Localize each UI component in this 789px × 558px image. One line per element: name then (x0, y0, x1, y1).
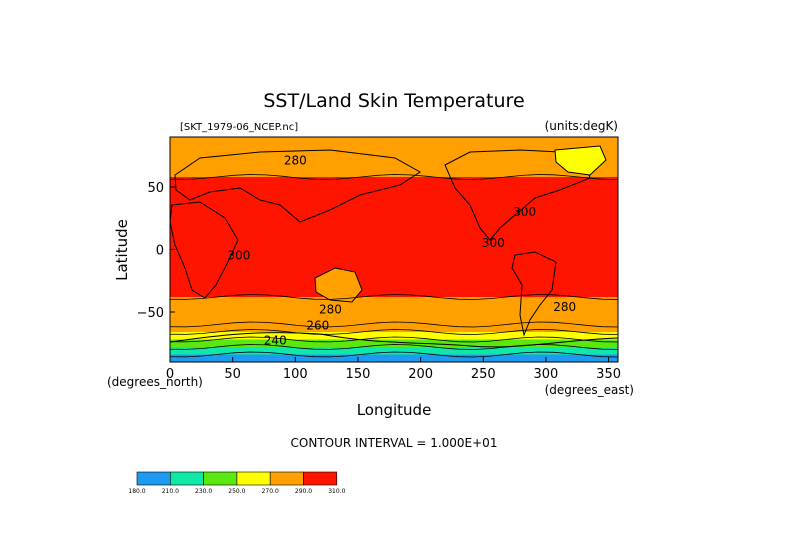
contour-label-layer: 280 300 300 300 280 280 260 240 (227, 154, 576, 348)
temperature-band (170, 177, 618, 297)
y-axis-ticks: −50 0 50 (137, 181, 175, 321)
colorbar-swatch (236, 471, 271, 486)
south-america-outline (511, 251, 557, 337)
contour-line (169, 351, 619, 358)
colorbar-swatch (203, 471, 238, 486)
contour-label: 260 (306, 319, 329, 333)
contour-label: 280 (553, 300, 576, 314)
x-tick-label: 150 (346, 367, 371, 382)
contour-line (169, 336, 619, 343)
australia-outline (314, 267, 363, 303)
north-america-outline (444, 149, 591, 241)
x-tick-label: 350 (596, 367, 621, 382)
x-tick-label: 200 (408, 367, 433, 382)
contour-interval-note: CONTOUR INTERVAL = 1.000E+01 (291, 436, 498, 450)
x-axis-unit-label: (degrees_east) (545, 383, 634, 397)
colorbar-label: 270.0 (262, 488, 279, 495)
colorbar-swatch (303, 471, 338, 486)
colorbar-swatch (136, 471, 171, 486)
chart-source-file: [SKT_1979-06_NCEP.nc] (180, 122, 298, 133)
contour-line-layer (169, 174, 619, 358)
temperature-band (170, 332, 618, 340)
plot-area: 280 300 300 300 280 280 260 240 (169, 136, 619, 363)
contour-label: 300 (227, 249, 250, 263)
contour-label: 280 (284, 154, 307, 168)
contour-line (169, 174, 619, 180)
africa-outline (169, 201, 239, 299)
colorbar-label: 180.0 (128, 488, 145, 495)
x-axis-label: Longitude (357, 401, 432, 419)
eurasia-outline (174, 149, 421, 223)
colorbar-swatch (269, 471, 304, 486)
y-axis-label: Latitude (113, 219, 131, 281)
colorbar: 180.0 210.0 230.0 250.0 270.0 290.0 310.0 (128, 471, 346, 495)
colorbar-label: 290.0 (295, 488, 312, 495)
x-tick-label: 0 (166, 367, 174, 382)
temperature-band (170, 347, 618, 355)
contour-line (169, 344, 619, 350)
temperature-band (170, 137, 618, 177)
land-outline-layer (169, 145, 619, 348)
colorbar-label: 250.0 (228, 488, 245, 495)
contour-line (169, 294, 619, 300)
contour-line (169, 321, 619, 328)
x-tick-label: 50 (224, 367, 241, 382)
contour-label: 240 (264, 334, 287, 348)
x-axis-ticks: 0 50 100 150 200 250 300 350 (166, 357, 621, 382)
contour-label: 300 (513, 205, 536, 219)
colorbar-label: 310.0 (328, 488, 345, 495)
temperature-band (170, 354, 618, 362)
y-tick-label: −50 (137, 306, 164, 321)
temperature-band (170, 297, 618, 325)
y-tick-label: 50 (147, 181, 164, 196)
chart-units: (units:degK) (545, 119, 618, 133)
y-axis-unit-label: (degrees_north) (107, 375, 203, 389)
chart-title: SST/Land Skin Temperature (263, 90, 524, 112)
temperature-band (170, 339, 618, 347)
x-tick-label: 100 (283, 367, 308, 382)
contour-label: 280 (319, 302, 342, 316)
y-tick-label: 0 (156, 244, 164, 259)
temperature-fill-layer (170, 137, 618, 362)
x-tick-label: 250 (471, 367, 496, 382)
colorbar-label: 210.0 (162, 488, 179, 495)
greenland-shape (554, 145, 607, 176)
temperature-band (170, 324, 618, 332)
contour-line (169, 329, 619, 335)
colorbar-swatch (170, 471, 204, 486)
colorbar-label: 230.0 (195, 488, 212, 495)
contour-label: 300 (482, 236, 505, 250)
x-tick-label: 300 (534, 367, 559, 382)
